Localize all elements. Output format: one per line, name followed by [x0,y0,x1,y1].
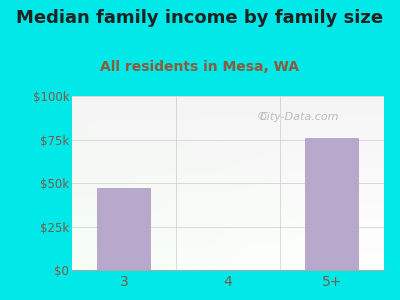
Text: All residents in Mesa, WA: All residents in Mesa, WA [100,60,300,74]
Text: City-Data.com: City-Data.com [260,112,340,122]
Text: ⊙: ⊙ [257,110,268,123]
Bar [305,138,359,270]
Bar [97,188,151,270]
Text: Median family income by family size: Median family income by family size [16,9,384,27]
